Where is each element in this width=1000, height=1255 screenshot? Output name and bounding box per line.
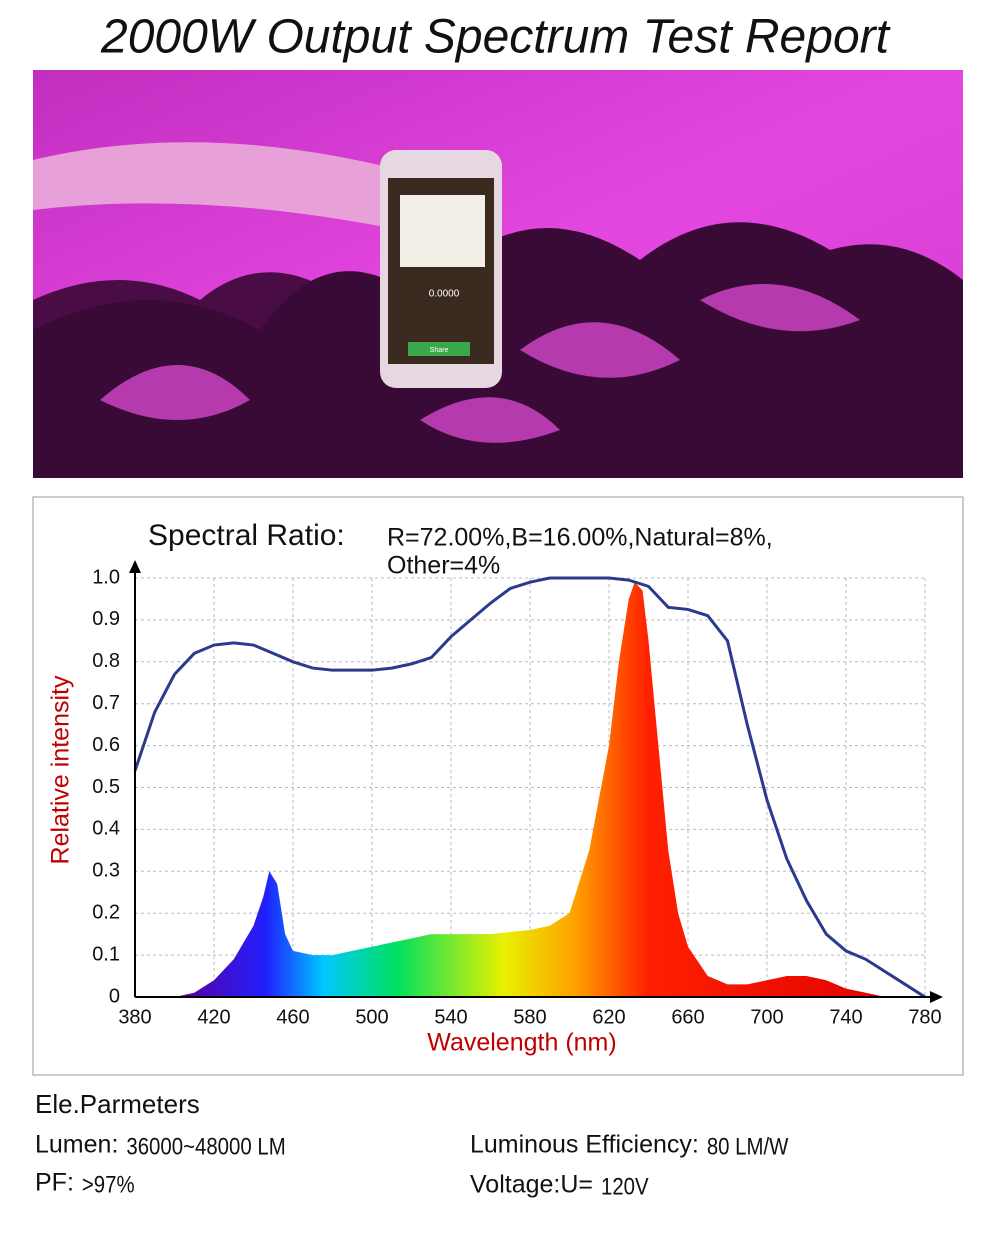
- page-title: 2000W Output Spectrum Test Report: [100, 11, 891, 64]
- param-value: 80 LM/W: [707, 1133, 789, 1160]
- y-tick-label: 1.0: [92, 566, 120, 588]
- chart-title: Spectral Ratio:: [148, 519, 345, 552]
- x-tick-label: 580: [513, 1006, 546, 1028]
- photo: 0.0000 Share: [33, 70, 963, 478]
- chart-frame: [32, 496, 964, 1076]
- param-value: 36000~48000 LM: [126, 1133, 285, 1160]
- x-tick-label: 540: [434, 1006, 467, 1028]
- x-tick-label: 780: [908, 1006, 941, 1028]
- screen-button: Share: [430, 347, 449, 354]
- line: [133, 576, 926, 999]
- y-tick-label: 0: [109, 985, 120, 1007]
- param-label: Lumen:: [35, 1131, 118, 1159]
- y-axis-label: Relative intensity: [47, 675, 75, 864]
- x-tick-label: 380: [118, 1006, 151, 1028]
- chart-subtitle: R=72.00%,B=16.00%,Natural=8%,: [387, 524, 773, 552]
- y-tick-label: 0.1: [92, 943, 120, 965]
- screen-value: 0.0000: [429, 289, 460, 300]
- params-heading: Ele.Parmeters: [35, 1089, 200, 1119]
- y-tick-label: 0.2: [92, 901, 120, 923]
- param-value: >97%: [82, 1171, 135, 1198]
- x-tick-label: 460: [276, 1006, 309, 1028]
- x-axis-label: Wavelength (nm): [427, 1029, 616, 1057]
- x-arrow: [930, 991, 943, 1003]
- param-value: 120V: [601, 1173, 649, 1200]
- y-arrow: [129, 560, 141, 573]
- x-tick-label: 420: [197, 1006, 230, 1028]
- y-tick-label: 0.7: [92, 692, 120, 714]
- spectrum-area: [174, 582, 925, 997]
- y-tick-label: 0.6: [92, 734, 120, 756]
- y-tick-label: 0.4: [92, 818, 120, 840]
- param-label: Luminous Efficiency:: [470, 1131, 699, 1159]
- x-tick-label: 500: [355, 1006, 388, 1028]
- params: Lumen: 36000~48000 LM Luminous Efficiency:…: [35, 1131, 788, 1200]
- chart-subtitle: Other=4%: [387, 552, 500, 580]
- param-label: Voltage:U=: [470, 1171, 593, 1199]
- x-tick-label: 740: [829, 1006, 862, 1028]
- y-tick-label: 0.8: [92, 650, 120, 672]
- param-label: PF:: [35, 1169, 74, 1197]
- x-tick-label: 700: [750, 1006, 783, 1028]
- x-tick-label: 660: [671, 1006, 704, 1028]
- y-tick-label: 0.3: [92, 860, 120, 882]
- y-tick-label: 0.5: [92, 776, 120, 798]
- y-tick-label: 0.9: [92, 608, 120, 630]
- x-tick-label: 620: [592, 1006, 625, 1028]
- plot: [133, 576, 926, 999]
